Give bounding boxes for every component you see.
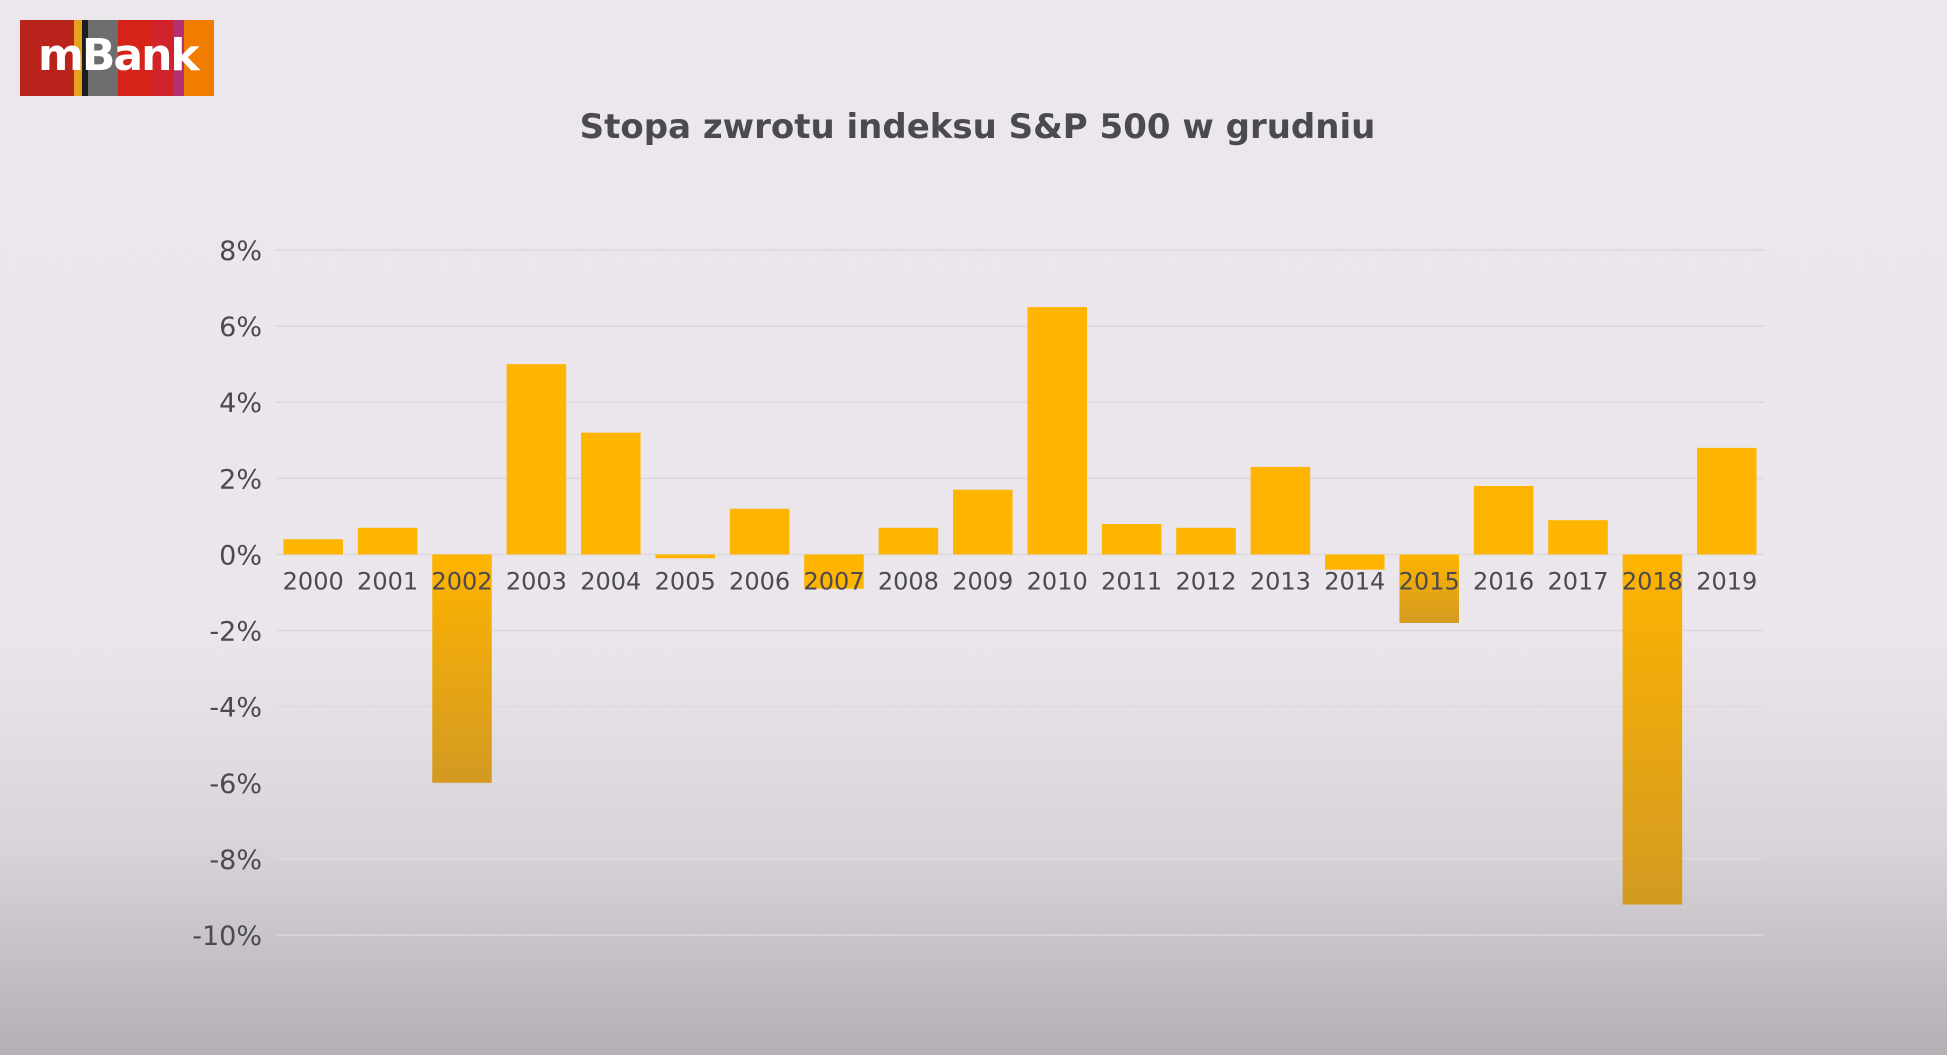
bar-2006 <box>729 508 790 555</box>
bar-2011 <box>1101 524 1162 555</box>
bar-2015 <box>1399 554 1459 623</box>
x-category-label: 2015 <box>1399 567 1460 595</box>
mbank-logo: mBank <box>20 20 214 96</box>
y-tick-label: -10% <box>192 921 262 952</box>
chart-title: Stopa zwrotu indeksu S&P 500 w grudniu <box>579 107 1376 147</box>
x-category-label: 2009 <box>952 567 1013 595</box>
bar-2017 <box>1548 520 1608 555</box>
x-category-label: 2008 <box>878 567 939 595</box>
x-category-label: 2010 <box>1027 567 1088 595</box>
x-category-label: 2019 <box>1696 567 1757 595</box>
y-tick-label: -2% <box>209 617 262 648</box>
x-category-label: 2014 <box>1324 567 1385 595</box>
gridlines <box>276 249 1764 936</box>
bars <box>283 307 1757 905</box>
x-category-label: 2002 <box>431 567 492 595</box>
bar-2012 <box>1176 527 1236 555</box>
x-category-label: 2016 <box>1473 567 1534 595</box>
x-category-label: 2012 <box>1175 567 1236 595</box>
logo-stripes <box>20 20 214 96</box>
y-tick-label: -4% <box>209 693 262 724</box>
x-category-label: 2017 <box>1547 567 1608 595</box>
x-category-label: 2003 <box>506 567 567 595</box>
bar-2002 <box>432 554 492 783</box>
x-category-label: 2001 <box>357 567 418 595</box>
bar-2014 <box>1325 554 1385 570</box>
bar-2009 <box>953 489 1013 555</box>
y-tick-label: 8% <box>219 236 262 267</box>
y-tick-label: 6% <box>219 312 262 343</box>
bar-2005 <box>655 554 715 559</box>
y-tick-label: 2% <box>219 464 262 495</box>
x-category-label: 2006 <box>729 567 790 595</box>
bar-2004 <box>581 432 641 555</box>
bar-2010 <box>1027 307 1087 555</box>
x-category-label: 2005 <box>655 567 716 595</box>
bar-2007 <box>804 554 864 589</box>
y-tick-label: 4% <box>219 388 262 419</box>
bar-2008 <box>878 527 939 555</box>
y-axis-tick-labels: 8% 6% 4% 2% 0% -2% -4% -6% -8% -10% <box>192 236 262 952</box>
x-axis-category-labels: 2000 2001 2002 2003 2004 2005 2006 2007 2008 2009… <box>283 567 1758 595</box>
bar-2019 <box>1697 447 1757 555</box>
y-tick-label: -8% <box>209 845 262 876</box>
y-tick-label: -6% <box>209 769 262 800</box>
x-category-label: 2018 <box>1622 567 1683 595</box>
bar-2018 <box>1622 554 1683 905</box>
bar-2001 <box>357 527 418 555</box>
bar-2003 <box>506 364 567 555</box>
x-category-label: 2007 <box>803 567 864 595</box>
bar-2000 <box>283 539 343 555</box>
x-category-label: 2004 <box>580 567 641 595</box>
x-category-label: 2000 <box>283 567 344 595</box>
bar-2016 <box>1473 485 1534 555</box>
logo-text: mBank <box>38 30 200 81</box>
y-tick-label: 0% <box>219 540 262 571</box>
x-category-label: 2011 <box>1101 567 1162 595</box>
bar-2013 <box>1250 466 1311 555</box>
x-category-label: 2013 <box>1250 567 1311 595</box>
